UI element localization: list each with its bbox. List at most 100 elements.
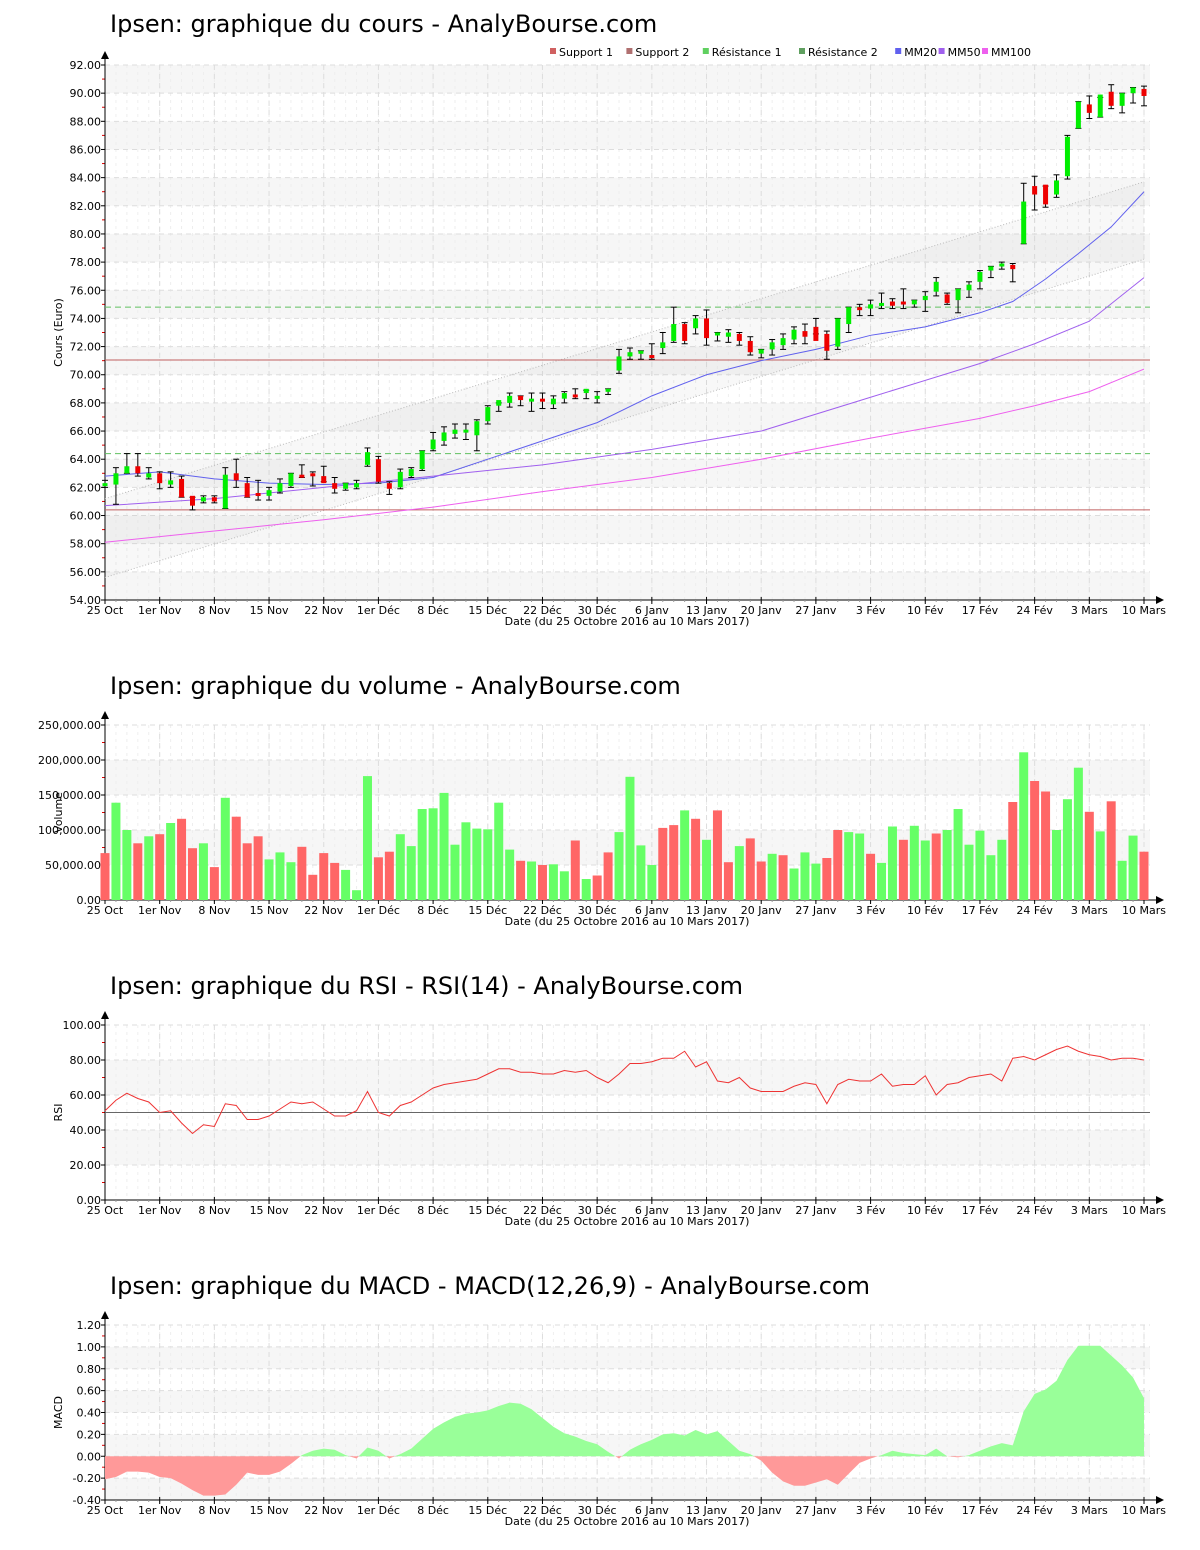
price-grid-band	[105, 459, 1150, 488]
macd-y-tick-label: 0.60	[77, 1385, 102, 1398]
candle-body	[988, 266, 994, 271]
candle	[605, 388, 612, 395]
candle-body	[397, 471, 403, 488]
rsi-x-tick-label: 3 Mars	[1071, 1204, 1108, 1217]
price-grid-band	[105, 346, 1150, 375]
price-y-tick-label: 80.00	[70, 228, 102, 241]
volume-bar	[855, 833, 865, 900]
legend-swatch-icon	[550, 48, 556, 54]
volume-bar	[964, 844, 974, 900]
volume-y-tick-label: 150,000.00	[38, 789, 101, 802]
candle-body	[364, 452, 370, 465]
volume-bar	[395, 834, 405, 900]
price-x-tick-label: 17 Fév	[962, 604, 999, 617]
candle	[123, 453, 130, 474]
volume-bar	[789, 868, 799, 900]
rsi-x-tick-label: 17 Fév	[962, 1204, 999, 1217]
rsi-x-tick-label: 10 Fév	[907, 1204, 944, 1217]
candle	[189, 495, 196, 511]
price-y-tick-label: 76.00	[70, 284, 102, 297]
candle	[572, 388, 579, 400]
candle	[255, 479, 262, 501]
volume-bar	[986, 855, 996, 900]
macd-grid-band	[105, 1346, 1150, 1369]
volume-bar	[352, 890, 362, 900]
volume-bar	[428, 808, 438, 900]
volume-bar	[559, 871, 569, 900]
candle	[681, 322, 688, 345]
price-x-tick-label: 3 Fév	[856, 604, 886, 617]
candle-body	[944, 294, 950, 303]
price-y-tick-label: 78.00	[70, 256, 102, 269]
macd-frame: -0.40 -0.20 0.00 0.20 0.40 0.60 0.80 1.00 1.20 25…	[52, 1311, 1166, 1528]
volume-bar	[187, 848, 197, 900]
volume-x-tick-label: 1er Déc	[357, 904, 400, 917]
macd-x-tick-label: 10 Fév	[907, 1504, 944, 1517]
candle	[200, 495, 207, 504]
rsi-x-tick-label: 24 Fév	[1016, 1204, 1053, 1217]
candle	[287, 472, 294, 488]
volume-bar	[450, 844, 460, 900]
candle-body	[769, 342, 775, 350]
volume-bar	[100, 853, 110, 900]
volume-bar	[461, 822, 471, 900]
legend-swatch-icon	[799, 48, 805, 54]
rsi-x-tick-label: 22 Déc	[523, 1204, 562, 1217]
volume-x-tick-label: 13 Janv	[686, 904, 727, 917]
rsi-x-tick-label: 6 Janv	[635, 1204, 669, 1217]
volume-bar	[373, 857, 383, 900]
candle	[1075, 101, 1082, 129]
price-chart-plot: 54.00 56.00 58.00 60.00 62.00 64.00 66.00 68.00…	[52, 46, 1166, 628]
volume-bar	[636, 845, 646, 900]
volume-bar	[122, 830, 132, 900]
candle-body	[179, 478, 185, 498]
volume-bar	[647, 865, 657, 900]
candle	[900, 288, 907, 310]
candle-body	[1097, 94, 1103, 118]
volume-bar	[286, 862, 296, 900]
volume-bar	[887, 826, 897, 900]
price-x-axis-title: Date (du 25 Octobre 2016 au 10 Mars 2017…	[505, 615, 750, 628]
candle	[276, 478, 283, 494]
price-chart-title: Ipsen: graphique du cours - AnalyBourse.…	[110, 10, 658, 38]
candle	[834, 317, 841, 350]
candle-body	[922, 295, 928, 301]
candle-body	[288, 473, 294, 486]
candle	[845, 306, 852, 333]
volume-bar	[658, 827, 668, 900]
price-x-tick-label: 10 Fév	[907, 604, 944, 617]
candle	[320, 465, 327, 484]
candle	[386, 481, 393, 495]
candle-body	[168, 480, 174, 485]
macd-x-tick-label: 20 Janv	[741, 1504, 782, 1517]
mm20-line	[104, 191, 1145, 486]
rsi-x-tick-label: 25 Oct	[87, 1204, 124, 1217]
candle	[145, 467, 152, 480]
macd-x-tick-label: 10 Mars	[1122, 1504, 1166, 1517]
volume-bar	[975, 830, 985, 900]
volume-x-tick-label: 22 Nov	[304, 904, 343, 917]
candle-body	[233, 473, 239, 481]
candle	[594, 391, 601, 404]
macd-x-tick-label: 25 Oct	[87, 1504, 124, 1517]
candle-body	[244, 483, 250, 498]
macd-x-axis-title: Date (du 25 Octobre 2016 au 10 Mars 2017…	[505, 1515, 750, 1528]
rsi-x-axis-title: Date (du 25 Octobre 2016 au 10 Mars 2017…	[505, 1215, 750, 1228]
rsi-grid-band	[105, 1130, 1150, 1165]
candle-body	[911, 300, 917, 305]
legend-swatch-icon	[895, 48, 902, 54]
volume-x-axis-arrow	[1156, 896, 1164, 904]
volume-bar	[1008, 802, 1018, 900]
candle-body	[1141, 88, 1147, 96]
candle	[342, 482, 349, 491]
candle-body	[189, 495, 195, 506]
rsi-chart-title: Ipsen: graphique du RSI - RSI(14) - Anal…	[110, 972, 744, 1000]
price-y-tick-label: 60.00	[70, 510, 102, 523]
candle-body	[714, 332, 720, 336]
price-x-tick-label: 10 Mars	[1122, 604, 1166, 617]
candle-body	[518, 395, 524, 401]
candle	[714, 332, 721, 342]
candle	[626, 347, 633, 360]
volume-x-tick-label: 3 Mars	[1071, 904, 1108, 917]
volume-bar	[920, 840, 930, 900]
